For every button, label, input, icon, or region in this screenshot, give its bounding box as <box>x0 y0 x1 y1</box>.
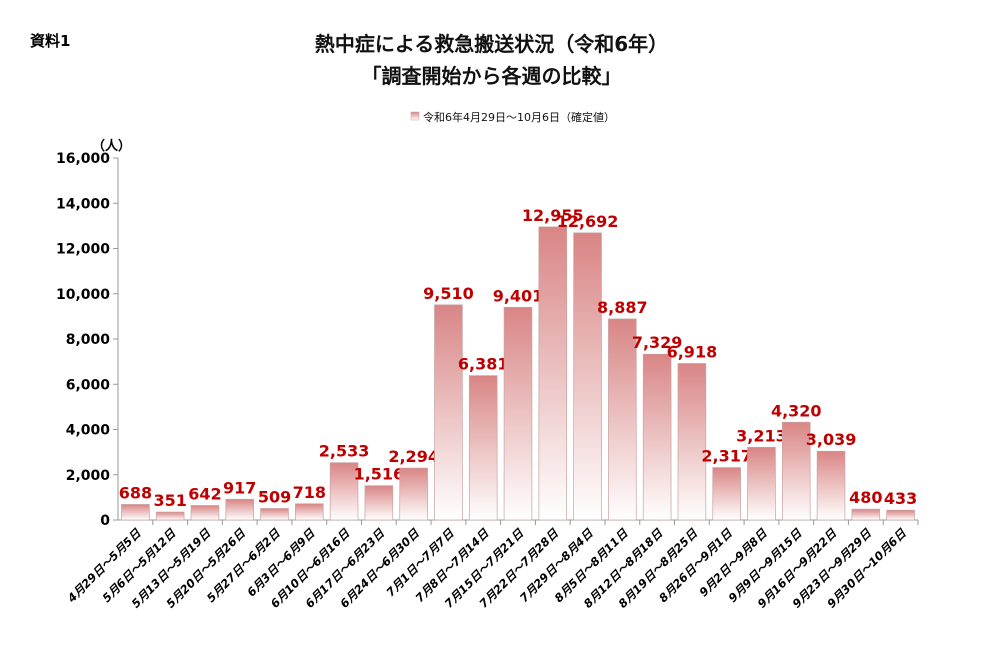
data-label: 7,329 <box>632 333 683 352</box>
bar <box>503 306 533 521</box>
bar <box>816 450 846 521</box>
bar <box>538 226 568 521</box>
data-label: 351 <box>153 491 186 510</box>
y-tick-label: 10,000 <box>56 287 110 303</box>
data-label: 3,039 <box>806 430 857 449</box>
data-label: 9,510 <box>423 284 474 303</box>
data-label: 917 <box>223 478 256 497</box>
bar <box>886 509 915 521</box>
bar <box>121 504 150 521</box>
data-label: 6,918 <box>667 342 718 361</box>
bar <box>399 467 428 521</box>
data-label: 2,533 <box>319 442 370 461</box>
legend-label: 令和6年4月29日～10月6日（確定値） <box>423 110 615 124</box>
bar <box>434 304 463 521</box>
bar <box>260 508 289 521</box>
data-label: 718 <box>293 483 326 502</box>
bar <box>781 421 811 521</box>
data-label: 433 <box>884 489 917 508</box>
y-axis-unit: （人） <box>92 138 131 154</box>
bar <box>677 363 707 521</box>
y-tick-label: 8,000 <box>66 332 111 348</box>
bar <box>329 462 359 521</box>
legend-swatch <box>410 111 420 121</box>
data-label: 2,294 <box>388 447 439 466</box>
data-label: 509 <box>258 487 291 506</box>
data-label: 1,516 <box>354 465 405 484</box>
bar <box>747 446 776 521</box>
data-label: 688 <box>119 483 152 502</box>
bar <box>712 467 741 521</box>
bar <box>364 485 394 521</box>
y-tick-label: 14,000 <box>56 196 110 212</box>
data-label: 3,213 <box>736 426 787 445</box>
bar <box>155 511 185 521</box>
data-label: 9,401 <box>493 286 544 305</box>
chart-title-line1: 熱中症による救急搬送状況（令和6年） <box>314 32 669 56</box>
data-label: 12,955 <box>522 206 584 225</box>
bar <box>190 505 220 521</box>
data-label: 6,381 <box>458 355 509 374</box>
y-tick-label: 2,000 <box>66 468 111 484</box>
data-label: 642 <box>188 484 221 503</box>
data-label: 2,317 <box>701 447 752 466</box>
bar <box>573 232 602 521</box>
bar <box>851 508 881 521</box>
data-label: 12,692 <box>557 212 619 231</box>
data-label: 4,320 <box>771 401 822 420</box>
y-tick-label: 4,000 <box>66 423 111 439</box>
y-tick-label: 12,000 <box>56 242 110 258</box>
bar <box>225 498 255 521</box>
document-label: 資料1 <box>30 32 71 50</box>
y-tick-label: 0 <box>100 513 110 529</box>
bar <box>468 375 498 521</box>
bar <box>608 318 637 521</box>
y-tick-label: 6,000 <box>66 377 111 393</box>
data-label: 480 <box>849 488 882 507</box>
y-tick-label: 16,000 <box>56 151 110 167</box>
chart-title-line2: 「調査開始から各週の比較」 <box>361 64 622 88</box>
bar <box>642 353 672 521</box>
bar <box>295 503 324 521</box>
data-label: 8,887 <box>597 298 648 317</box>
